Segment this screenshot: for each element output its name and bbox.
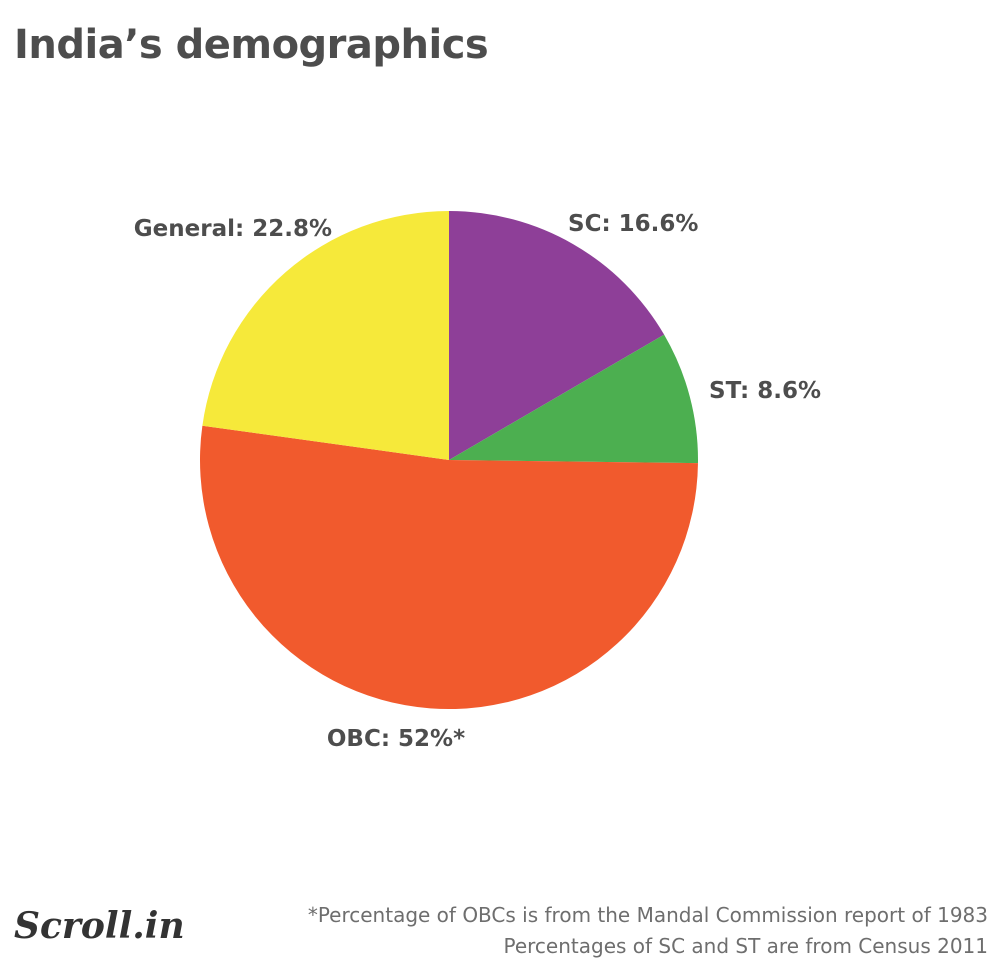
footnote-obc-source: *Percentage of OBCs is from the Mandal C… xyxy=(307,903,988,927)
pie-slices xyxy=(199,210,698,710)
pie-slice-st xyxy=(449,334,698,464)
pie-labels: SC: 16.6% ST: 8.6% OBC: 52%* General: 22.8% xyxy=(134,211,821,752)
slice-label-general: General: 22.8% xyxy=(134,216,332,242)
slice-label-sc: SC: 16.6% xyxy=(568,211,698,237)
scroll-logo: Scroll.in xyxy=(14,905,185,947)
pie-slice-obc xyxy=(199,425,698,710)
pie-slice-general xyxy=(202,211,449,460)
pie-slice-sc xyxy=(449,210,665,460)
footnotes: *Percentage of OBCs is from the Mandal C… xyxy=(308,900,988,962)
footnote-census-source: Percentages of SC and ST are from Census… xyxy=(503,934,988,958)
slice-label-obc: OBC: 52%* xyxy=(327,726,465,752)
chart-title: India’s demographics xyxy=(14,22,489,68)
slice-label-st: ST: 8.6% xyxy=(709,378,821,404)
